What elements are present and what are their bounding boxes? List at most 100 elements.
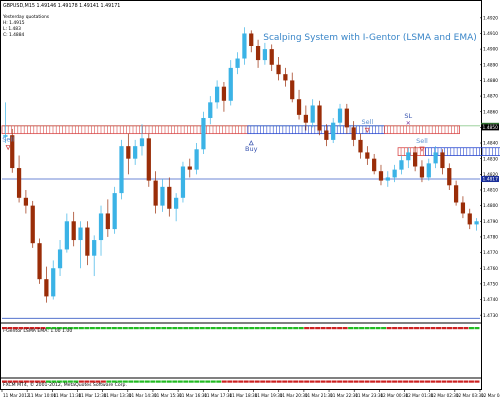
indicator-upper-bar [309,327,315,330]
candle [105,199,110,237]
candle-body [71,221,76,241]
signal-box-frame-2 [383,125,460,135]
candle-body [57,249,63,269]
candle [23,189,29,214]
candle-body [85,227,90,256]
sell-arrow-icon [364,127,370,134]
candle-body [276,64,281,75]
indicator-upper-bar [100,327,106,330]
indicator-lower-bar [40,380,46,383]
indicator-lower-bar [155,380,161,383]
indicator-upper-bar [249,327,255,330]
candle-body [44,279,49,297]
candle-body [399,160,404,170]
indicator-upper-bar [172,327,178,330]
indicator-upper-bar [425,327,431,330]
indicator-lower-bar [265,380,271,383]
indicator-upper-bar [436,327,441,330]
candle-body [413,152,418,167]
price-tag-box [481,176,499,183]
candle-body [139,138,145,147]
indicator-lower-bar [298,380,304,383]
indicator-lower-bar [161,380,167,383]
signal-boxes [1,125,500,156]
indicator-upper-bar [414,327,420,330]
indicator-upper-bar [452,327,458,330]
candles [3,27,479,303]
candle [92,235,97,277]
signal-label-sl: SL [404,112,412,120]
indicator-upper-bar [106,327,112,330]
candle-body [440,152,445,169]
indicator-upper-bar [403,327,409,330]
candle [10,128,15,173]
indicator-lower-bar [342,380,348,383]
indicator-upper-bar [23,327,29,330]
candle-body [112,193,117,230]
candle [112,186,117,234]
indicator-upper-bar [326,327,332,330]
y-tick-label: 1.4880 [483,78,498,84]
candle [426,158,431,181]
indicator-lower-bar [474,380,480,383]
candle [30,200,35,248]
candle [399,155,404,175]
candle [276,56,281,81]
candle [317,100,322,136]
y-tick-label: 1.4740 [483,297,498,303]
indicator-bars [2,327,480,383]
indicator-lower-bar [304,380,310,383]
indicator-lower-bar [271,380,277,383]
indicator-lower-bar [403,380,409,383]
x-tick-label: 11 Mar 16:30 [179,393,207,398]
candle [406,147,411,169]
indicator-lower-bar [282,380,288,383]
candle-body [133,146,138,159]
candle [228,60,233,106]
indicator-upper-bar [128,327,134,330]
indicator-upper-bar [271,327,277,330]
indicator-lower-bar [216,380,222,383]
indicator-lower-bar [232,380,238,383]
indicator-upper-bar [419,327,425,330]
candle [16,155,22,203]
candle [71,211,76,247]
indicator-upper-bar [144,327,150,330]
candle [174,193,179,222]
x-tick-label: 11 Mar 18:30 [229,393,257,398]
candle [153,171,158,214]
indicator-lower-bar [430,380,436,383]
yesterday-high: H: 1.4915 [3,20,25,26]
indicator-upper-bar [188,327,194,330]
candle [419,160,425,183]
indicator-lower-bar [238,380,244,383]
candle [290,72,295,103]
candle [392,164,397,183]
candle [235,52,240,75]
y-tick-label: 1.4830 [483,156,498,162]
indicator-lower-bar [100,380,106,383]
indicator-upper-bar [45,327,51,330]
indicator-upper-bar [2,327,7,330]
indicator-lower-bar [408,380,414,383]
price-tag-1: 1.4817 [481,176,499,183]
indicator-upper-bar [315,327,321,330]
indicator-upper-bar [430,327,436,330]
indicator-upper-bar [232,327,238,330]
candle-body [119,146,124,194]
signal-box-frame-4 [424,147,500,156]
candle-body [10,135,15,169]
x-tick-label: 11 Mar 10:00 [28,393,56,398]
indicator-upper-bar [238,327,244,330]
indicator-lower-bar [326,380,332,383]
y-tick-label: 1.4750 [483,281,498,287]
indicator-upper-bar [304,327,310,330]
x-tick-label: 11 Mar 14:30 [129,393,157,398]
indicator-lower-bar [221,380,227,383]
indicator-upper-bar [370,327,376,330]
signal-label-sell: Sell [2,135,14,143]
indicator-upper-bar [34,327,40,330]
candle-body [242,33,247,59]
